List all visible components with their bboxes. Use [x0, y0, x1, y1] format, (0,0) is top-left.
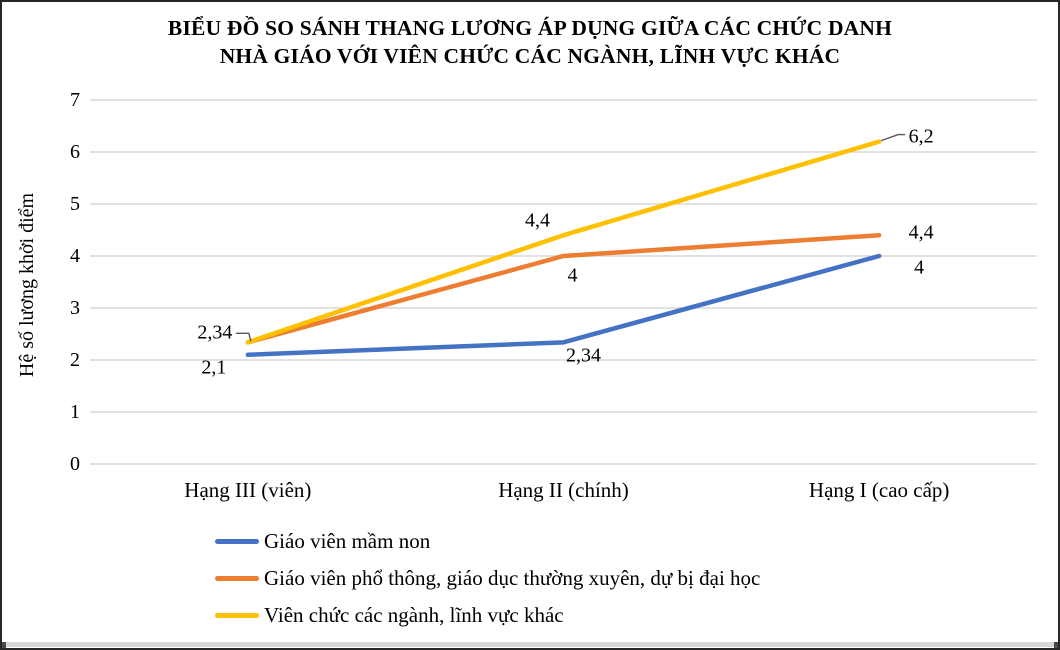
y-axis-tick-label: 4: [70, 245, 80, 267]
data-label: 6,2: [908, 125, 934, 148]
series-line-0: [245, 253, 882, 358]
y-axis-tick-label: 3: [70, 297, 80, 319]
data-label: 2,34: [197, 321, 233, 344]
chart-title-line-1: BIỂU ĐỒ SO SÁNH THANG LƯƠNG ÁP DỤNG GIỮA…: [167, 16, 893, 40]
legend: Giáo viên mầm non Giáo viên phổ thông, gi…: [215, 523, 760, 634]
scrollbar-left-corner: [2, 642, 6, 648]
legend-item-2: Viên chức các ngành, lĩnh vực khác: [215, 597, 760, 634]
chart-title-line-2: NHÀ GIÁO VỚI VIÊN CHỨC CÁC NGÀNH, LĨNH V…: [219, 44, 841, 68]
y-axis-tick-label: 6: [70, 141, 80, 163]
legend-item-0: Giáo viên mầm non: [215, 523, 760, 560]
y-axis-tick-label: 2: [70, 349, 80, 371]
y-axis-tick-label: 1: [70, 401, 80, 423]
y-axis-tick-label: 7: [70, 89, 80, 111]
data-label: 4,4: [908, 221, 934, 244]
label-callout-line: [880, 133, 906, 142]
legend-item-1: Giáo viên phổ thông, giáo dục thường xuy…: [215, 560, 760, 597]
chart-title: BIỂU ĐỒ SO SÁNH THANG LƯƠNG ÁP DỤNG GIỮA…: [2, 14, 1058, 70]
data-label: 4: [567, 264, 578, 287]
x-axis-label: Hạng III (viên): [184, 478, 312, 502]
data-label: 2,34: [566, 344, 601, 367]
data-label: 4,4: [525, 209, 550, 232]
legend-label: Viên chức các ngành, lĩnh vực khác: [264, 603, 564, 627]
data-label: 4: [914, 256, 925, 279]
legend-label: Giáo viên phổ thông, giáo dục thường xuy…: [264, 566, 761, 590]
legend-label: Giáo viên mầm non: [264, 529, 431, 553]
x-axis-label: Hạng II (chính): [498, 478, 629, 502]
y-axis-tick-label: 0: [70, 453, 80, 475]
series-line-1: [245, 232, 882, 345]
series-line-2: [245, 139, 882, 345]
scrollbar-right-corner: [1054, 642, 1058, 648]
x-axis-label: Hạng I (cao cấp): [808, 478, 950, 502]
legend-swatch: [215, 576, 259, 581]
horizontal-scrollbar[interactable]: [2, 642, 1058, 647]
legend-swatch: [215, 613, 259, 618]
data-label: 2,1: [201, 356, 227, 379]
legend-swatch: [215, 539, 259, 544]
y-axis-tick-label: 5: [70, 193, 80, 215]
label-callout-line: [235, 332, 252, 342]
